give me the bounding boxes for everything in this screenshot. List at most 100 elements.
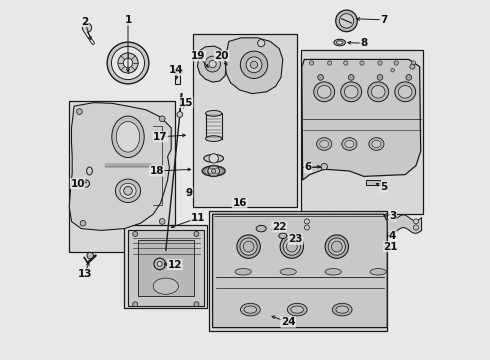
Circle shape [87,252,94,259]
Text: 21: 21 [384,242,398,252]
Circle shape [310,61,314,65]
Circle shape [336,10,357,32]
Text: 7: 7 [380,15,387,25]
Polygon shape [302,59,421,180]
Circle shape [406,75,412,80]
Text: 8: 8 [360,38,368,48]
Ellipse shape [331,241,342,252]
Circle shape [212,169,216,173]
Circle shape [348,75,354,80]
FancyBboxPatch shape [209,211,387,331]
Circle shape [343,61,348,65]
Polygon shape [366,180,380,185]
Circle shape [360,61,364,65]
Circle shape [154,258,166,270]
Circle shape [304,219,310,224]
Ellipse shape [368,82,389,102]
Bar [206,113,222,139]
Circle shape [194,231,199,237]
Ellipse shape [369,138,384,150]
Text: 5: 5 [380,182,387,192]
Text: 16: 16 [232,198,247,208]
Ellipse shape [325,269,342,275]
Text: 24: 24 [281,317,295,327]
FancyBboxPatch shape [193,34,297,207]
Circle shape [414,225,418,230]
Ellipse shape [319,140,329,148]
Text: 17: 17 [153,132,168,142]
Ellipse shape [244,306,257,313]
Circle shape [327,61,332,65]
Ellipse shape [341,82,362,102]
Circle shape [411,61,416,65]
Text: 3: 3 [389,211,396,221]
Text: 11: 11 [191,213,205,223]
Bar [138,240,194,296]
Circle shape [194,302,199,307]
FancyBboxPatch shape [69,101,175,252]
Text: 10: 10 [71,179,85,189]
Ellipse shape [345,140,354,148]
Text: 6: 6 [304,162,312,172]
Circle shape [258,40,265,47]
Ellipse shape [243,241,254,252]
Ellipse shape [286,241,297,252]
Ellipse shape [202,166,225,176]
Ellipse shape [240,238,257,255]
Text: 4: 4 [389,231,396,241]
Text: 14: 14 [169,65,184,75]
Text: 22: 22 [272,222,287,232]
Ellipse shape [328,238,345,255]
Circle shape [377,75,383,80]
Circle shape [76,109,82,114]
Ellipse shape [314,82,335,102]
Circle shape [159,116,165,122]
Ellipse shape [204,154,223,162]
Text: 1: 1 [124,15,132,25]
Bar [174,69,182,73]
Circle shape [159,219,165,224]
Ellipse shape [325,235,348,258]
Ellipse shape [116,179,141,202]
Text: 15: 15 [178,98,193,108]
Bar [175,71,180,84]
Text: 2: 2 [81,17,88,27]
Circle shape [80,220,86,226]
Circle shape [118,53,138,73]
Ellipse shape [370,269,386,275]
Ellipse shape [153,278,178,294]
Ellipse shape [291,306,303,313]
Ellipse shape [398,85,412,98]
Circle shape [209,60,216,68]
Circle shape [177,112,183,117]
Ellipse shape [287,303,307,316]
Polygon shape [197,46,226,82]
Polygon shape [225,38,283,94]
Ellipse shape [337,41,343,44]
Circle shape [246,57,262,73]
Text: 18: 18 [149,166,164,176]
Ellipse shape [237,235,260,258]
Text: 13: 13 [77,269,92,279]
Ellipse shape [112,116,144,158]
Text: 9: 9 [186,188,193,198]
Ellipse shape [280,269,296,275]
Ellipse shape [317,138,332,150]
Circle shape [157,261,162,266]
Ellipse shape [336,306,348,313]
Circle shape [410,64,415,69]
Circle shape [208,165,220,177]
Ellipse shape [256,225,266,232]
Circle shape [394,61,398,65]
Circle shape [107,42,149,84]
Ellipse shape [283,238,300,255]
Circle shape [378,61,382,65]
Circle shape [414,219,418,224]
Polygon shape [128,230,204,306]
Ellipse shape [371,85,385,98]
Circle shape [205,56,220,72]
Circle shape [250,61,258,68]
Circle shape [82,23,92,32]
Circle shape [339,14,354,28]
Circle shape [123,58,133,68]
